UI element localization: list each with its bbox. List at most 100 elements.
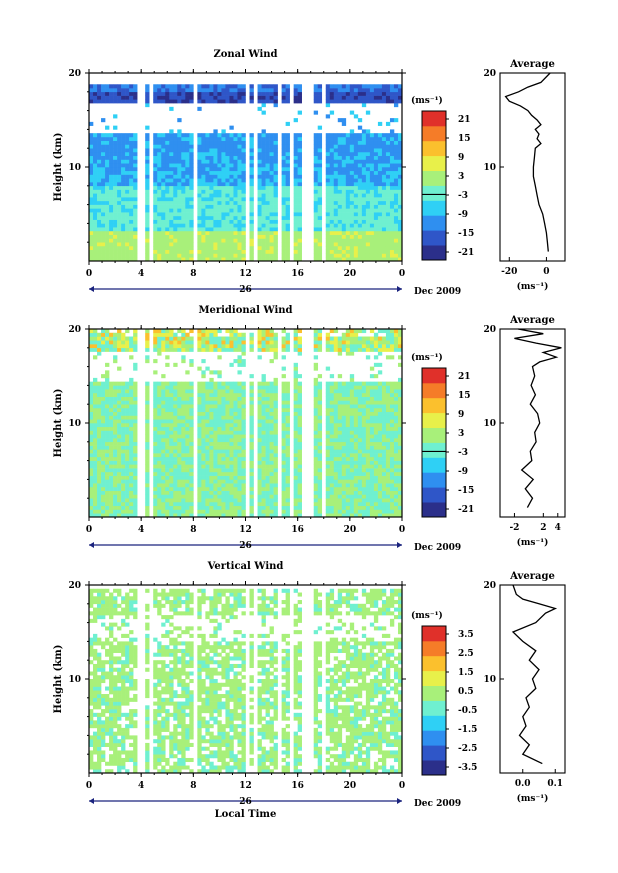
panel-2: Meridional Wind 10 20 Height (km) 0 4 8 12 16 20 0…	[53, 305, 566, 553]
average-profile: Average 10 20 -2 2 4 (ms⁻¹)	[483, 315, 566, 548]
colorbar-segment	[422, 700, 446, 716]
colorbar-tick-label: -21	[458, 248, 474, 258]
colorbar-tick-label: 21	[458, 115, 471, 125]
x-tick-label: 0	[86, 525, 92, 535]
x-tick-label: 20	[344, 525, 357, 535]
y-tick-label: 10	[68, 675, 81, 685]
colorbar-tick-label: 21	[458, 372, 471, 382]
x-tick-label: 4	[138, 525, 144, 535]
colorbar-segment	[422, 427, 446, 443]
x-tick-label: 8	[190, 781, 196, 791]
x-tick-label: 12	[239, 269, 252, 279]
colorbar-tick-label: -0.5	[458, 706, 477, 716]
x-tick-label: 4	[138, 269, 144, 279]
profile-x-label: (ms⁻¹)	[517, 537, 549, 548]
profile-x-tick-label: 0.0	[515, 779, 531, 789]
colorbar-tick-label: -3	[458, 448, 468, 458]
colorbar-segment	[422, 155, 446, 171]
colorbar-frame	[421, 625, 447, 776]
colorbar-tick-label: -2.5	[458, 744, 477, 754]
date-end-marker	[397, 798, 402, 804]
profile-title: Average	[509, 571, 555, 582]
profile-y-tick-label: 10	[483, 675, 496, 685]
profile-x-tick-label: -20	[501, 267, 517, 277]
date-start-marker	[89, 286, 94, 292]
profile-x-tick-label: 0.1	[547, 779, 563, 789]
profile-x-tick-label: 4	[555, 523, 561, 533]
colorbar-segment	[422, 382, 446, 399]
profile-x-tick-label: -2	[509, 523, 519, 533]
x-tick-label: 12	[239, 781, 252, 791]
y-tick-label: 20	[68, 69, 81, 79]
profile-line	[514, 328, 562, 508]
x-tick-label: 4	[138, 781, 144, 791]
heatmap-cells	[89, 84, 403, 262]
chart-title: Meridional Wind	[198, 305, 292, 316]
colorbar-tick-label: 3.5	[458, 630, 474, 640]
colorbar-tick-label: 15	[458, 391, 471, 401]
colorbar-segment	[422, 745, 446, 761]
colorbar	[421, 367, 449, 518]
colorbar-segment	[422, 502, 446, 518]
panel-1: Zonal Wind 10 20 Height (km) 0 4 8 12 16 20 0 26 Dec…	[53, 49, 566, 297]
x-tick-label: 20	[344, 269, 357, 279]
date-day-label: 26	[239, 541, 252, 551]
date-start-marker	[89, 542, 94, 548]
colorbar-tick-label: -15	[458, 486, 474, 496]
y-axis-label: Height (km)	[53, 389, 64, 458]
colorbar-segment	[422, 245, 446, 261]
colorbar-segment	[422, 626, 446, 642]
profile-line	[504, 72, 551, 252]
colorbar-segment	[422, 655, 446, 672]
x-tick-label: 16	[291, 525, 304, 535]
colorbar-segment	[422, 397, 446, 414]
profile-y-tick-label: 20	[483, 581, 496, 591]
colorbar-tick-label: 1.5	[458, 668, 474, 678]
colorbar-tick-label: -15	[458, 229, 474, 239]
colorbar-segment	[422, 760, 446, 776]
profile-x-label: (ms⁻¹)	[517, 793, 549, 804]
colorbar-frame	[421, 367, 447, 518]
date-month-label: Dec 2009	[414, 799, 461, 809]
date-day-label: 26	[239, 797, 252, 807]
colorbar-tick-label: -9	[458, 467, 468, 477]
colorbar-segment	[422, 457, 446, 473]
y-tick-label: 20	[68, 325, 81, 335]
colorbar-tick-label: 3	[458, 429, 464, 439]
x-tick-label: 0	[399, 269, 405, 279]
date-start-marker	[89, 798, 94, 804]
colorbar-segment	[422, 215, 446, 231]
profile-title: Average	[509, 315, 555, 326]
colorbar-segment	[422, 472, 446, 488]
x-axis-label: Local Time	[215, 809, 277, 820]
heatmap-cells	[89, 588, 403, 774]
colorbar-tick-label: 9	[458, 410, 464, 420]
x-tick-label: 0	[399, 781, 405, 791]
date-end-marker	[397, 542, 402, 548]
profile-title: Average	[509, 59, 555, 70]
colorbar-segment	[422, 170, 446, 186]
y-axis-label: Height (km)	[53, 645, 64, 714]
colorbar-segment	[422, 368, 446, 384]
colorbar-segment	[422, 685, 446, 701]
colorbar-tick-label: 0.5	[458, 687, 474, 697]
colorbar-segment	[422, 200, 446, 216]
colorbar	[421, 625, 449, 776]
colorbar-segment	[422, 442, 446, 458]
profile-line	[511, 584, 558, 765]
colorbar-segment	[422, 670, 446, 686]
y-tick-label: 10	[68, 163, 81, 173]
average-profile: Average 10 20 0.0 0.1 (ms⁻¹)	[483, 571, 566, 804]
date-month-label: Dec 2009	[414, 543, 461, 553]
x-tick-label: 20	[344, 781, 357, 791]
average-profile: Average 10 20 -20 0 (ms⁻¹)	[483, 59, 566, 292]
y-tick-label: 20	[68, 581, 81, 591]
y-axis-label: Height (km)	[53, 133, 64, 202]
colorbar-tick-label: -9	[458, 210, 468, 220]
y-tick-label: 10	[68, 419, 81, 429]
x-tick-label: 0	[86, 269, 92, 279]
colorbar-tick-label: -3.5	[458, 763, 477, 773]
colorbar-tick-label: 3	[458, 172, 464, 182]
date-end-marker	[397, 286, 402, 292]
